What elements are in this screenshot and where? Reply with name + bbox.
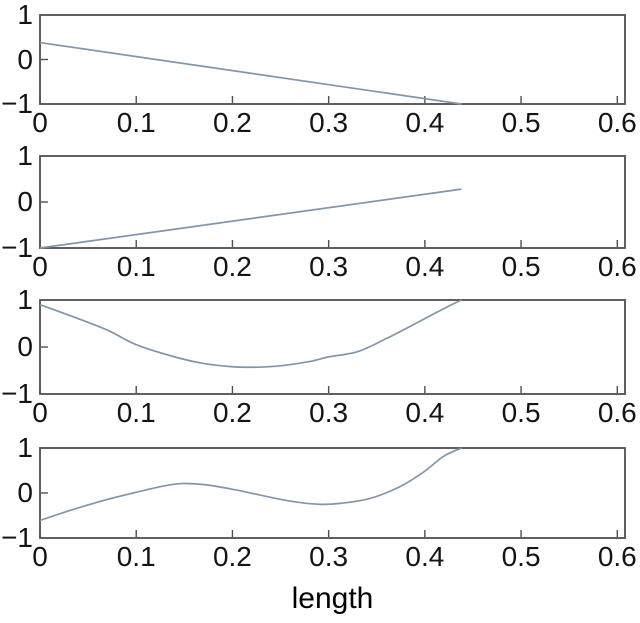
x-tick-label: 0.6 (597, 541, 637, 572)
x-tick-label: 0.3 (309, 251, 349, 282)
x-tick-label: 0.1 (116, 107, 156, 138)
subplot-3-box (39, 299, 626, 395)
subplot-4-curve (39, 447, 462, 522)
x-tick-label: 0.3 (309, 541, 349, 572)
subplot-3-curve (39, 299, 462, 369)
x-tick-label: 0.6 (597, 397, 637, 428)
y-tick-label: 1 (17, 432, 33, 463)
subplot-4-box (39, 447, 626, 539)
y-tick-label: −1 (1, 88, 33, 119)
x-tick-label: 0.5 (501, 397, 541, 428)
y-tick-label: −1 (1, 522, 33, 553)
y-tick-label: −1 (1, 232, 33, 263)
x-tick-label: 0.3 (309, 107, 349, 138)
subplot-2-box (39, 155, 626, 249)
subplot-1-curve (39, 41, 462, 105)
y-tick-label: 0 (17, 331, 33, 362)
x-tick-label: 0 (32, 541, 48, 572)
y-tick-label: −1 (1, 378, 33, 409)
x-tick-label: 0.1 (116, 251, 156, 282)
y-tick-label: 0 (17, 477, 33, 508)
x-tick-label: 0.2 (212, 251, 252, 282)
x-tick-label: 0.1 (116, 541, 156, 572)
x-tick-label: 0.2 (212, 397, 252, 428)
x-tick-label: 0.4 (405, 397, 445, 428)
subplot-2-curve (39, 188, 462, 249)
x-tick-label: 0.5 (501, 541, 541, 572)
x-tick-label: 0.4 (405, 107, 445, 138)
x-tick-label: 0.6 (597, 107, 637, 138)
x-tick-label: 0.2 (212, 107, 252, 138)
x-tick-label: 0.1 (116, 397, 156, 428)
y-tick-label: 0 (17, 186, 33, 217)
x-tick-label: 0 (32, 251, 48, 282)
x-tick-label: 0.3 (309, 397, 349, 428)
x-tick-label: 0.4 (405, 251, 445, 282)
subplot-1-box (39, 14, 626, 105)
x-tick-label: 0.5 (501, 107, 541, 138)
y-tick-label: 1 (17, 140, 33, 171)
x-tick-label: 0 (32, 397, 48, 428)
y-tick-label: 1 (17, 0, 33, 30)
y-tick-label: 0 (17, 43, 33, 75)
x-tick-label: 0.5 (501, 251, 541, 282)
y-tick-label: 1 (17, 284, 33, 315)
x-tick-label: 0 (32, 107, 48, 138)
x-tick-label: 0.6 (597, 251, 637, 282)
x-tick-label: 0.2 (212, 541, 252, 572)
x-axis-label: length (291, 582, 374, 615)
x-tick-label: 0.4 (405, 541, 445, 572)
